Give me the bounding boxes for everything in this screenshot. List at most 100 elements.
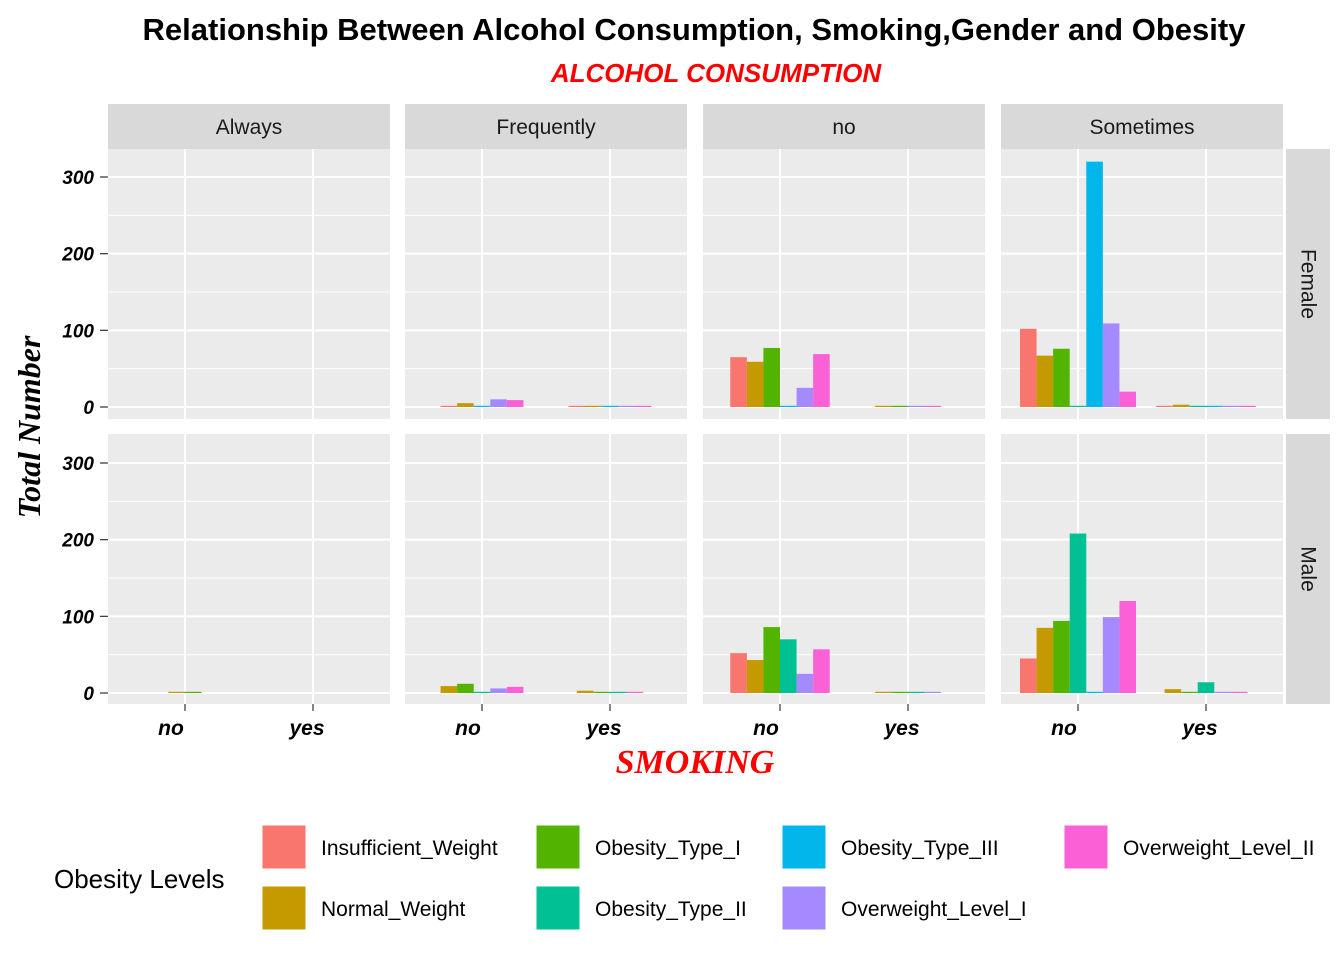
facet-strip-sometimes bbox=[1001, 104, 1283, 149]
bar bbox=[185, 691, 202, 693]
panel-background bbox=[405, 434, 687, 704]
bar bbox=[473, 405, 491, 407]
y-tick-label: 200 bbox=[61, 245, 94, 266]
bar bbox=[490, 688, 507, 693]
bar bbox=[1189, 405, 1206, 407]
legend-label: Insufficient_Weight bbox=[321, 837, 498, 860]
bar bbox=[618, 405, 635, 407]
bar bbox=[1156, 405, 1173, 407]
bar bbox=[780, 405, 797, 407]
bar bbox=[1053, 348, 1070, 407]
y-tick-label: 0 bbox=[83, 684, 94, 705]
bar bbox=[746, 361, 764, 407]
facet-panels: Always Frequently no Sometimes Female Male 0 10… bbox=[61, 104, 1330, 740]
bar bbox=[1119, 391, 1136, 407]
x-tick-label: no bbox=[1051, 717, 1077, 740]
y-tick-label: 100 bbox=[62, 607, 94, 628]
facet-strip-female bbox=[1286, 149, 1330, 419]
bar bbox=[1102, 323, 1120, 407]
bar bbox=[473, 691, 491, 693]
bar bbox=[1172, 404, 1190, 407]
bar bbox=[780, 639, 797, 693]
facet-strip-male bbox=[1286, 434, 1330, 704]
y-tick-label: 0 bbox=[83, 398, 94, 419]
facet-strip-label: Female bbox=[1297, 249, 1320, 319]
bar bbox=[490, 399, 507, 407]
bar bbox=[1053, 620, 1070, 693]
bar bbox=[730, 357, 747, 407]
y-tick-label: 300 bbox=[62, 454, 94, 475]
bar bbox=[610, 691, 627, 693]
bar bbox=[585, 405, 602, 407]
bar bbox=[1020, 658, 1037, 693]
facet-strip-no bbox=[703, 104, 985, 149]
bar bbox=[1086, 161, 1103, 407]
bar bbox=[1069, 533, 1087, 693]
bar bbox=[1222, 405, 1240, 407]
bar bbox=[874, 405, 892, 407]
legend-label: Overweight_Level_II bbox=[1123, 837, 1314, 860]
legend-key bbox=[781, 885, 827, 931]
x-axis-label: SMOKING bbox=[616, 744, 775, 781]
panel-background bbox=[108, 149, 390, 419]
bar bbox=[440, 686, 458, 693]
bar bbox=[1197, 682, 1215, 693]
bar bbox=[1230, 691, 1248, 693]
legend-label: Obesity_Type_III bbox=[841, 837, 999, 860]
bar bbox=[796, 673, 814, 693]
bar bbox=[1020, 328, 1037, 407]
bar bbox=[746, 660, 764, 693]
bar bbox=[924, 691, 942, 693]
bar bbox=[891, 405, 908, 407]
panel-background bbox=[108, 434, 390, 704]
x-tick-label: no bbox=[753, 717, 779, 740]
panel-background bbox=[703, 434, 985, 704]
legend-label: Obesity_Type_II bbox=[595, 898, 747, 921]
facet-strip-label: Frequently bbox=[496, 116, 596, 139]
legend-key bbox=[535, 885, 581, 931]
facet-strip-label: no bbox=[832, 116, 855, 139]
x-tick-label: no bbox=[158, 717, 184, 740]
legend-label: Overweight_Level_I bbox=[841, 898, 1027, 921]
bar bbox=[1239, 405, 1256, 407]
legend-title: Obesity Levels bbox=[54, 864, 225, 894]
bar bbox=[440, 405, 458, 407]
legend-label: Normal_Weight bbox=[321, 898, 465, 921]
bar bbox=[1181, 691, 1198, 693]
x-tick-label: no bbox=[455, 717, 481, 740]
facet-strip-label: Male bbox=[1297, 546, 1320, 592]
y-axis-label: Total Number bbox=[11, 335, 47, 518]
bar bbox=[457, 403, 474, 407]
bar bbox=[813, 649, 830, 693]
facet-strip-label: Sometimes bbox=[1089, 116, 1194, 139]
bar bbox=[908, 405, 925, 407]
bar bbox=[506, 686, 524, 693]
bar bbox=[1164, 689, 1182, 693]
bar bbox=[763, 627, 780, 693]
bar bbox=[891, 691, 908, 693]
chart-subtitle: ALCOHOL CONSUMPTION bbox=[550, 58, 883, 88]
legend-label: Obesity_Type_I bbox=[595, 837, 741, 860]
legend-key bbox=[261, 885, 307, 931]
legend: Obesity Levels Insufficient_Weight Normal… bbox=[54, 824, 1314, 931]
bar bbox=[796, 387, 814, 407]
x-tick-label: yes bbox=[585, 717, 621, 740]
bar bbox=[730, 653, 747, 693]
bar bbox=[763, 347, 780, 407]
bar bbox=[908, 691, 925, 693]
bar bbox=[168, 691, 185, 693]
facet-strip-always bbox=[108, 104, 390, 149]
facet-strip-frequently bbox=[405, 104, 687, 149]
bar bbox=[813, 354, 830, 407]
bar bbox=[924, 405, 942, 407]
legend-key bbox=[781, 824, 827, 870]
panel-background bbox=[405, 149, 687, 419]
y-tick-label: 200 bbox=[61, 531, 94, 552]
bar bbox=[874, 691, 892, 693]
bar bbox=[1206, 405, 1223, 407]
x-tick-label: yes bbox=[1181, 717, 1217, 740]
bar bbox=[626, 691, 644, 693]
bar bbox=[576, 690, 594, 693]
legend-key bbox=[535, 824, 581, 870]
